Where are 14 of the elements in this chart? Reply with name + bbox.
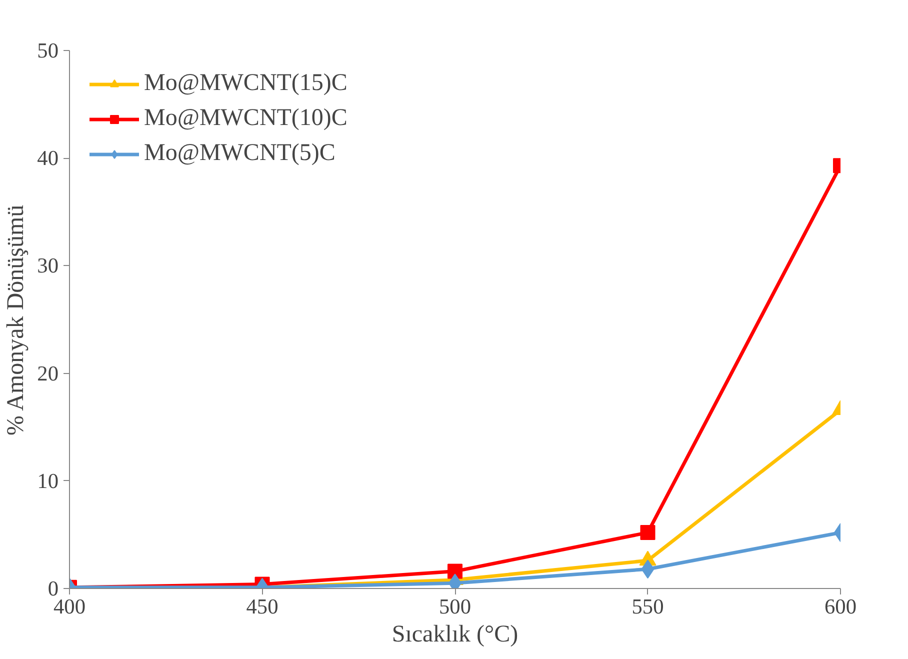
x-axis-title: Sıcaklık (°C): [392, 622, 518, 648]
y-tick-label: 50: [37, 38, 58, 62]
y-tick-label: 40: [37, 146, 58, 170]
legend-label: Mo@MWCNT(15)C: [144, 70, 348, 97]
x-tick-label: 550: [632, 594, 664, 618]
y-tick-label: 20: [37, 361, 58, 386]
legend-label: Mo@MWCNT(5)C: [144, 140, 336, 167]
y-axis-title: % Amonyak Dönüşümü: [3, 204, 30, 436]
x-tick-label: 450: [246, 594, 278, 618]
x-tick-label: 500: [439, 594, 472, 618]
y-tick-label: 30: [37, 254, 58, 278]
legend-label: Mo@MWCNT(10)C: [144, 105, 348, 132]
y-tick-label: 10: [37, 468, 58, 493]
x-tick-label: 600: [824, 594, 857, 618]
